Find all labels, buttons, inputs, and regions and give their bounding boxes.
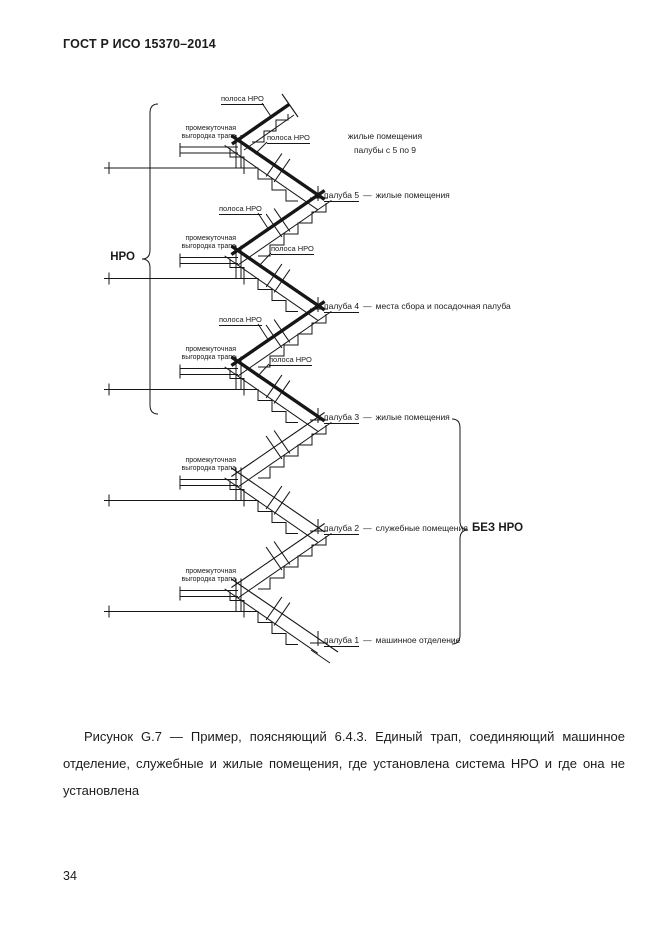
stripe-label-6: полоса НРО [269,355,312,366]
deck-label-2: палуба 2— служебные помещения [324,523,468,535]
stripe-label-4: полоса НРО [271,244,314,255]
landing-label-5: промежуточная выгородка трапа [181,568,237,583]
stripe-label-2: полоса НРО [267,133,310,144]
landing-label-2: промежуточная выгородка трапа [181,235,237,250]
landing-label-3: промежуточная выгородка трапа [181,346,237,361]
nro-zone-label: НРО [110,251,135,263]
stripe-label-3: полоса НРО [219,204,262,215]
accommodation-note: жилые помещения палубы с 5 по 9 [347,131,423,155]
deck-label-4: палуба 4— места сбора и посадочная палуба [324,301,511,313]
landing-label-4: промежуточная выгородка трапа [181,457,237,472]
deck-label-3: палуба 3— жилые помещения [324,412,450,424]
bez-nro-brace [451,418,469,645]
landing-label-1: промежуточная выгородка трапа [181,125,237,140]
deck-label-5: палуба 5— жилые помещения [324,190,450,202]
document-header: ГОСТ Р ИСО 15370–2014 [63,37,216,51]
figure-caption: Рисунок G.7 — Пример, поясняющий 6.4.3. … [63,729,625,798]
deck-label-1: палуба 1— машинное отделение [324,635,461,647]
page-number: 34 [63,869,77,883]
stripe-label-5: полоса НРО [219,315,262,326]
nro-brace [141,103,159,415]
stripe-label-1: полоса НРО [221,94,264,105]
bez-nro-zone-label: БЕЗ НРО [472,522,524,534]
